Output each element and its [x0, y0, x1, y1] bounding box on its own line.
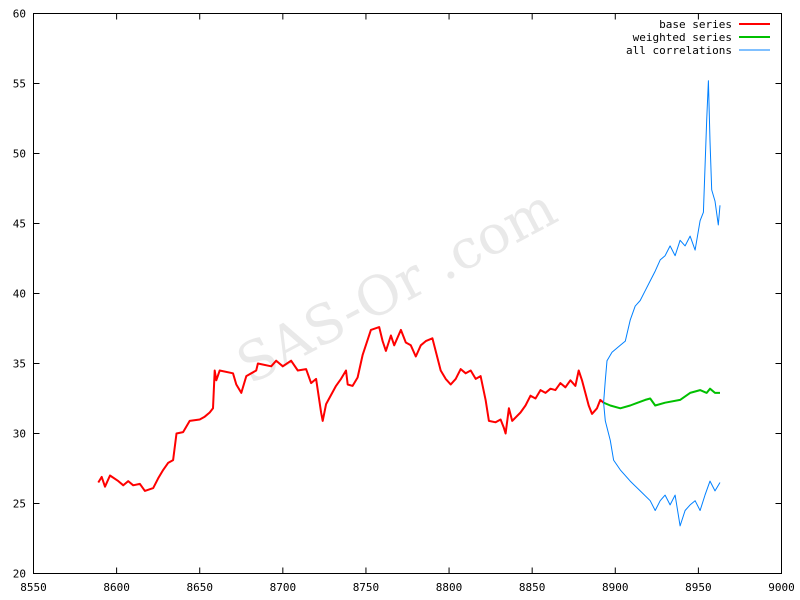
x-tick-label: 8900: [602, 581, 629, 594]
y-tick-label: 60: [13, 8, 26, 21]
y-tick-label: 40: [13, 288, 26, 301]
series-lines: [97, 80, 721, 527]
x-tick-label: 8950: [685, 581, 712, 594]
legend-label: all correlations: [626, 44, 732, 57]
x-tick-label: 8550: [20, 581, 47, 594]
y-tick-label: 35: [13, 358, 26, 371]
series-line-all-correlations: [603, 402, 721, 527]
series-line-base-series: [97, 326, 605, 492]
x-tick-label: 8650: [186, 581, 213, 594]
x-tick-label: 8600: [103, 581, 130, 594]
y-tick-label: 45: [13, 218, 26, 231]
watermark-text: SAS-Or .com: [227, 176, 567, 397]
x-tick-label: 8750: [353, 581, 380, 594]
series-line-all-correlations: [603, 80, 721, 403]
axes: 8550 8600 8650 8700 8750 8800 8850 8900 8950 9000…: [13, 8, 795, 595]
y-tick-label: 30: [13, 428, 26, 441]
series-line-weighted-series: [603, 387, 720, 410]
y-tick-label: 20: [13, 568, 26, 581]
x-tick-label: 9000: [768, 581, 795, 594]
x-tick-label: 8800: [436, 581, 463, 594]
x-tick-label: 8700: [270, 581, 297, 594]
x-tick-label: 8850: [519, 581, 546, 594]
y-tick-label: 25: [13, 498, 26, 511]
y-tick-label: 50: [13, 148, 26, 161]
legend-label: base series: [659, 18, 732, 31]
y-tick-label: 55: [13, 78, 26, 91]
legend-label: weighted series: [633, 31, 732, 44]
watermark: SAS-Or .com: [227, 176, 567, 397]
